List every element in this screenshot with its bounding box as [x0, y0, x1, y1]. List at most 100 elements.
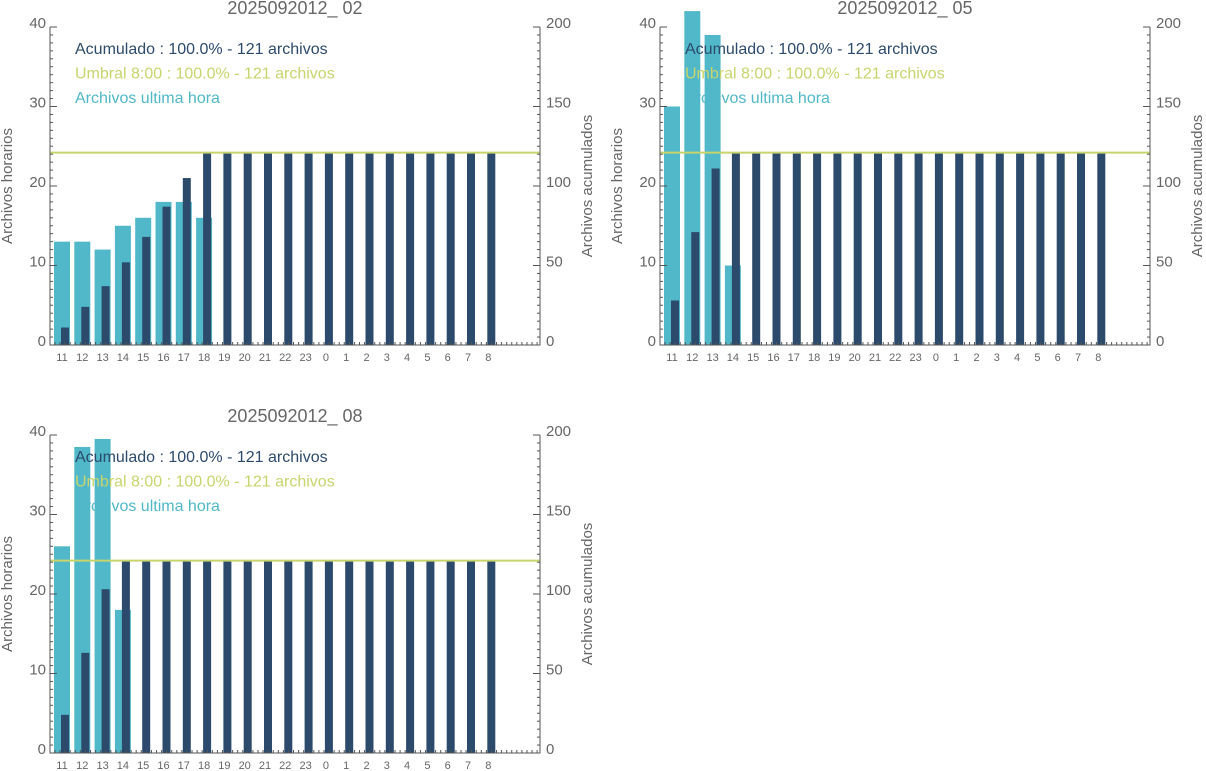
bar	[467, 560, 475, 753]
bar	[324, 560, 333, 753]
bar	[731, 152, 740, 345]
bar	[264, 560, 272, 753]
x-tick-label: 1	[343, 352, 349, 364]
legend-entry: Archivos ultima hora	[75, 498, 220, 515]
x-tick-label: 18	[198, 352, 210, 364]
y2-tick-label: 100	[546, 174, 571, 191]
x-tick-label: 20	[239, 760, 251, 771]
x-tick-label: 22	[279, 760, 291, 771]
x-tick-label: 16	[767, 352, 779, 364]
y2-tick-label: 100	[1156, 174, 1181, 191]
bar	[365, 560, 374, 753]
legend-entry: Acumulado : 100.0% - 121 archivos	[75, 41, 328, 58]
x-tick-label: 8	[485, 352, 491, 364]
bar	[324, 152, 333, 345]
bar	[142, 236, 151, 345]
y2-tick-label: 200	[546, 15, 571, 32]
x-tick-label: 19	[218, 760, 230, 771]
x-tick-label: 5	[1034, 352, 1040, 364]
x-tick-label: 4	[1014, 352, 1020, 364]
x-tick-label: 15	[747, 352, 759, 364]
bar	[243, 560, 252, 753]
bar	[54, 241, 70, 345]
x-tick-label: 11	[56, 760, 67, 771]
y-tick-label: 20	[29, 174, 46, 191]
bar	[284, 560, 293, 753]
y2-tick-label: 50	[546, 253, 563, 270]
legend-entry: Acumulado : 100.0% - 121 archivos	[75, 449, 328, 466]
bar	[203, 152, 212, 345]
y-tick-label: 0	[38, 741, 46, 758]
y-axis-label: Archivos horarios	[0, 536, 16, 652]
bar	[223, 560, 232, 753]
bar	[182, 178, 191, 345]
bar	[426, 152, 435, 345]
x-tick-label: 23	[299, 352, 311, 364]
y2-tick-label: 50	[546, 661, 563, 678]
bar	[54, 546, 70, 753]
x-tick-label: 2	[363, 760, 369, 771]
x-tick-label: 19	[218, 352, 230, 364]
bar	[1077, 152, 1085, 345]
bar	[711, 168, 720, 345]
x-tick-label: 0	[933, 352, 939, 364]
x-tick-label: 5	[424, 352, 430, 364]
y-tick-label: 30	[639, 94, 656, 111]
x-tick-label: 12	[686, 352, 698, 364]
bar	[121, 262, 130, 345]
bar	[1056, 152, 1065, 345]
bar	[61, 714, 69, 753]
x-tick-label: 23	[299, 760, 311, 771]
x-tick-label: 17	[178, 760, 190, 771]
x-tick-label: 7	[1075, 352, 1081, 364]
x-tick-label: 4	[404, 352, 410, 364]
x-tick-label: 20	[239, 352, 251, 364]
bar	[162, 560, 171, 753]
bar	[874, 152, 882, 345]
legend-entry: Umbral 8:00 : 100.0% - 121 archivos	[75, 66, 335, 83]
bar	[487, 560, 496, 753]
bar	[813, 152, 822, 345]
x-tick-label: 12	[76, 352, 88, 364]
x-tick-label: 12	[76, 760, 88, 771]
y2-axis-label: Archivos acumulados	[579, 115, 596, 258]
x-tick-label: 11	[56, 352, 67, 364]
x-tick-label: 16	[157, 352, 169, 364]
chart-title: 2025092012_ 02	[227, 0, 362, 19]
bar	[182, 560, 191, 753]
x-tick-label: 18	[808, 352, 820, 364]
x-tick-label: 17	[178, 352, 190, 364]
x-tick-label: 3	[384, 352, 390, 364]
x-tick-label: 14	[117, 352, 129, 364]
bar	[203, 560, 212, 753]
bar	[223, 152, 232, 345]
legend-entry: Acumulado : 100.0% - 121 archivos	[685, 41, 938, 58]
x-tick-label: 1	[343, 760, 349, 771]
bar	[1036, 152, 1045, 345]
legend-entry: Umbral 8:00 : 100.0% - 121 archivos	[75, 474, 335, 491]
x-tick-label: 5	[424, 760, 430, 771]
bar	[792, 152, 801, 345]
x-tick-label: 6	[1055, 352, 1061, 364]
y2-tick-label: 50	[1156, 253, 1173, 270]
x-tick-label: 13	[96, 760, 108, 771]
bar	[406, 152, 415, 345]
x-tick-label: 0	[323, 760, 329, 771]
y2-tick-label: 0	[546, 333, 554, 350]
y-tick-label: 30	[29, 502, 46, 519]
x-tick-label: 6	[445, 760, 451, 771]
y-tick-label: 0	[648, 333, 656, 350]
bar	[284, 152, 293, 345]
x-tick-label: 23	[909, 352, 921, 364]
bar	[691, 232, 700, 345]
x-tick-label: 15	[137, 352, 149, 364]
bar	[467, 152, 475, 345]
y2-axis-label: Archivos acumulados	[1189, 115, 1206, 258]
x-tick-label: 13	[96, 352, 108, 364]
y-tick-label: 10	[29, 253, 46, 270]
bar	[975, 152, 984, 345]
